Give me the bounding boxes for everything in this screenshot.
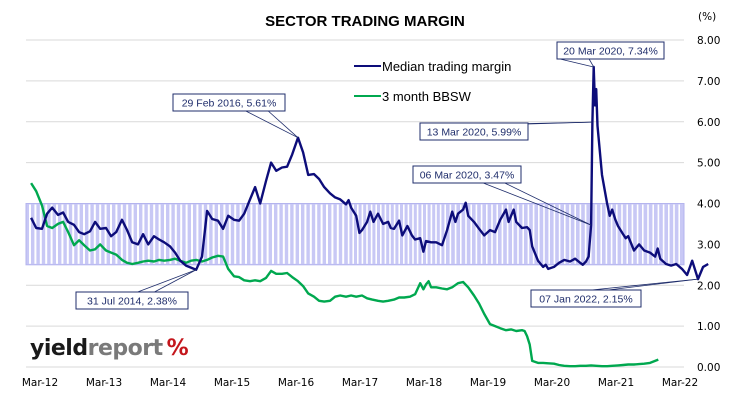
y-tick-label: 7.00 — [697, 76, 720, 88]
series-lines — [30, 65, 709, 368]
x-tick-label: Mar-19 — [470, 377, 506, 389]
legend: Median trading margin 3 month BBSW — [354, 59, 511, 104]
y-tick-label: 3.00 — [697, 239, 720, 251]
annotation-box — [75, 291, 189, 310]
chart-title: SECTOR TRADING MARGIN — [265, 13, 465, 30]
y-tick-label: 6.00 — [697, 117, 720, 129]
annotation-leader — [483, 182, 592, 226]
y-axis-ticks: 0.00 1.00 2.00 3.00 4.00 5.00 6.00 7.00 8.00 — [697, 35, 720, 374]
annotation-label: 13 Mar 2020, 5.99% — [427, 127, 522, 139]
annotation-label: 20 Mar 2020, 7.34% — [563, 46, 658, 58]
annotations: 31 Jul 2014, 2.38% 29 Feb 2016, 5.61% 06 M… — [75, 41, 699, 310]
annotation-leader — [527, 121, 593, 125]
y-tick-label: 1.00 — [697, 321, 720, 333]
x-tick-label: Mar-13 — [86, 377, 122, 389]
annotation-box — [172, 93, 286, 112]
x-tick-label: Mar-18 — [406, 377, 442, 389]
x-tick-label: Mar-22 — [662, 377, 698, 389]
x-tick-label: Mar-15 — [214, 377, 250, 389]
logo-percent-icon: % — [166, 336, 189, 361]
x-tick-label: Mar-14 — [150, 377, 187, 389]
annotation-label: 06 Mar 2020, 3.47% — [420, 170, 515, 182]
annotation-box — [530, 289, 642, 308]
x-tick-label: Mar-20 — [534, 377, 570, 389]
y-tick-label: 8.00 — [697, 35, 720, 47]
annotation-label: 07 Jan 2022, 2.15% — [539, 294, 632, 306]
logo-text-report: report — [87, 336, 164, 361]
x-tick-label: Mar-17 — [342, 377, 378, 389]
annotation-label: 31 Jul 2014, 2.38% — [87, 296, 177, 308]
annotation-box — [412, 165, 522, 184]
x-tick-label: Mar-16 — [278, 377, 315, 389]
x-axis-ticks: Mar-12 Mar-13 Mar-14 Mar-15 Mar-16 Mar-17 Mar-… — [22, 377, 698, 389]
legend-label-3-month-bbsw: 3 month BBSW — [382, 89, 472, 104]
annotation-leader — [588, 58, 595, 68]
y-tick-label: 5.00 — [697, 158, 720, 170]
annotation-box — [419, 122, 529, 141]
y-tick-label: 0.00 — [697, 362, 720, 374]
annotation-leader — [267, 110, 299, 138]
y-axis-unit-label: (%) — [698, 11, 716, 23]
y-tick-label: 4.00 — [697, 199, 720, 211]
annotation-leader — [559, 58, 594, 68]
y-tick-label: 2.00 — [697, 280, 720, 292]
3-month-bbsw-line — [30, 182, 659, 368]
annotation-label: 29 Feb 2016, 5.61% — [182, 98, 277, 110]
median-trading-margin-line — [30, 65, 709, 281]
annotation-leader — [607, 278, 699, 291]
annotation-box — [556, 41, 665, 60]
annotation-leader — [154, 269, 197, 293]
annotation-leader — [245, 110, 299, 139]
logo-text-yield: yield — [30, 336, 88, 361]
yieldreport-logo: yieldreport% — [30, 336, 189, 361]
annotation-leader — [137, 269, 197, 293]
legend-label-median-trading-margin: Median trading margin — [382, 59, 511, 74]
x-tick-label: Mar-21 — [598, 377, 634, 389]
annotation-leader — [504, 182, 592, 226]
x-tick-label: Mar-12 — [22, 377, 58, 389]
